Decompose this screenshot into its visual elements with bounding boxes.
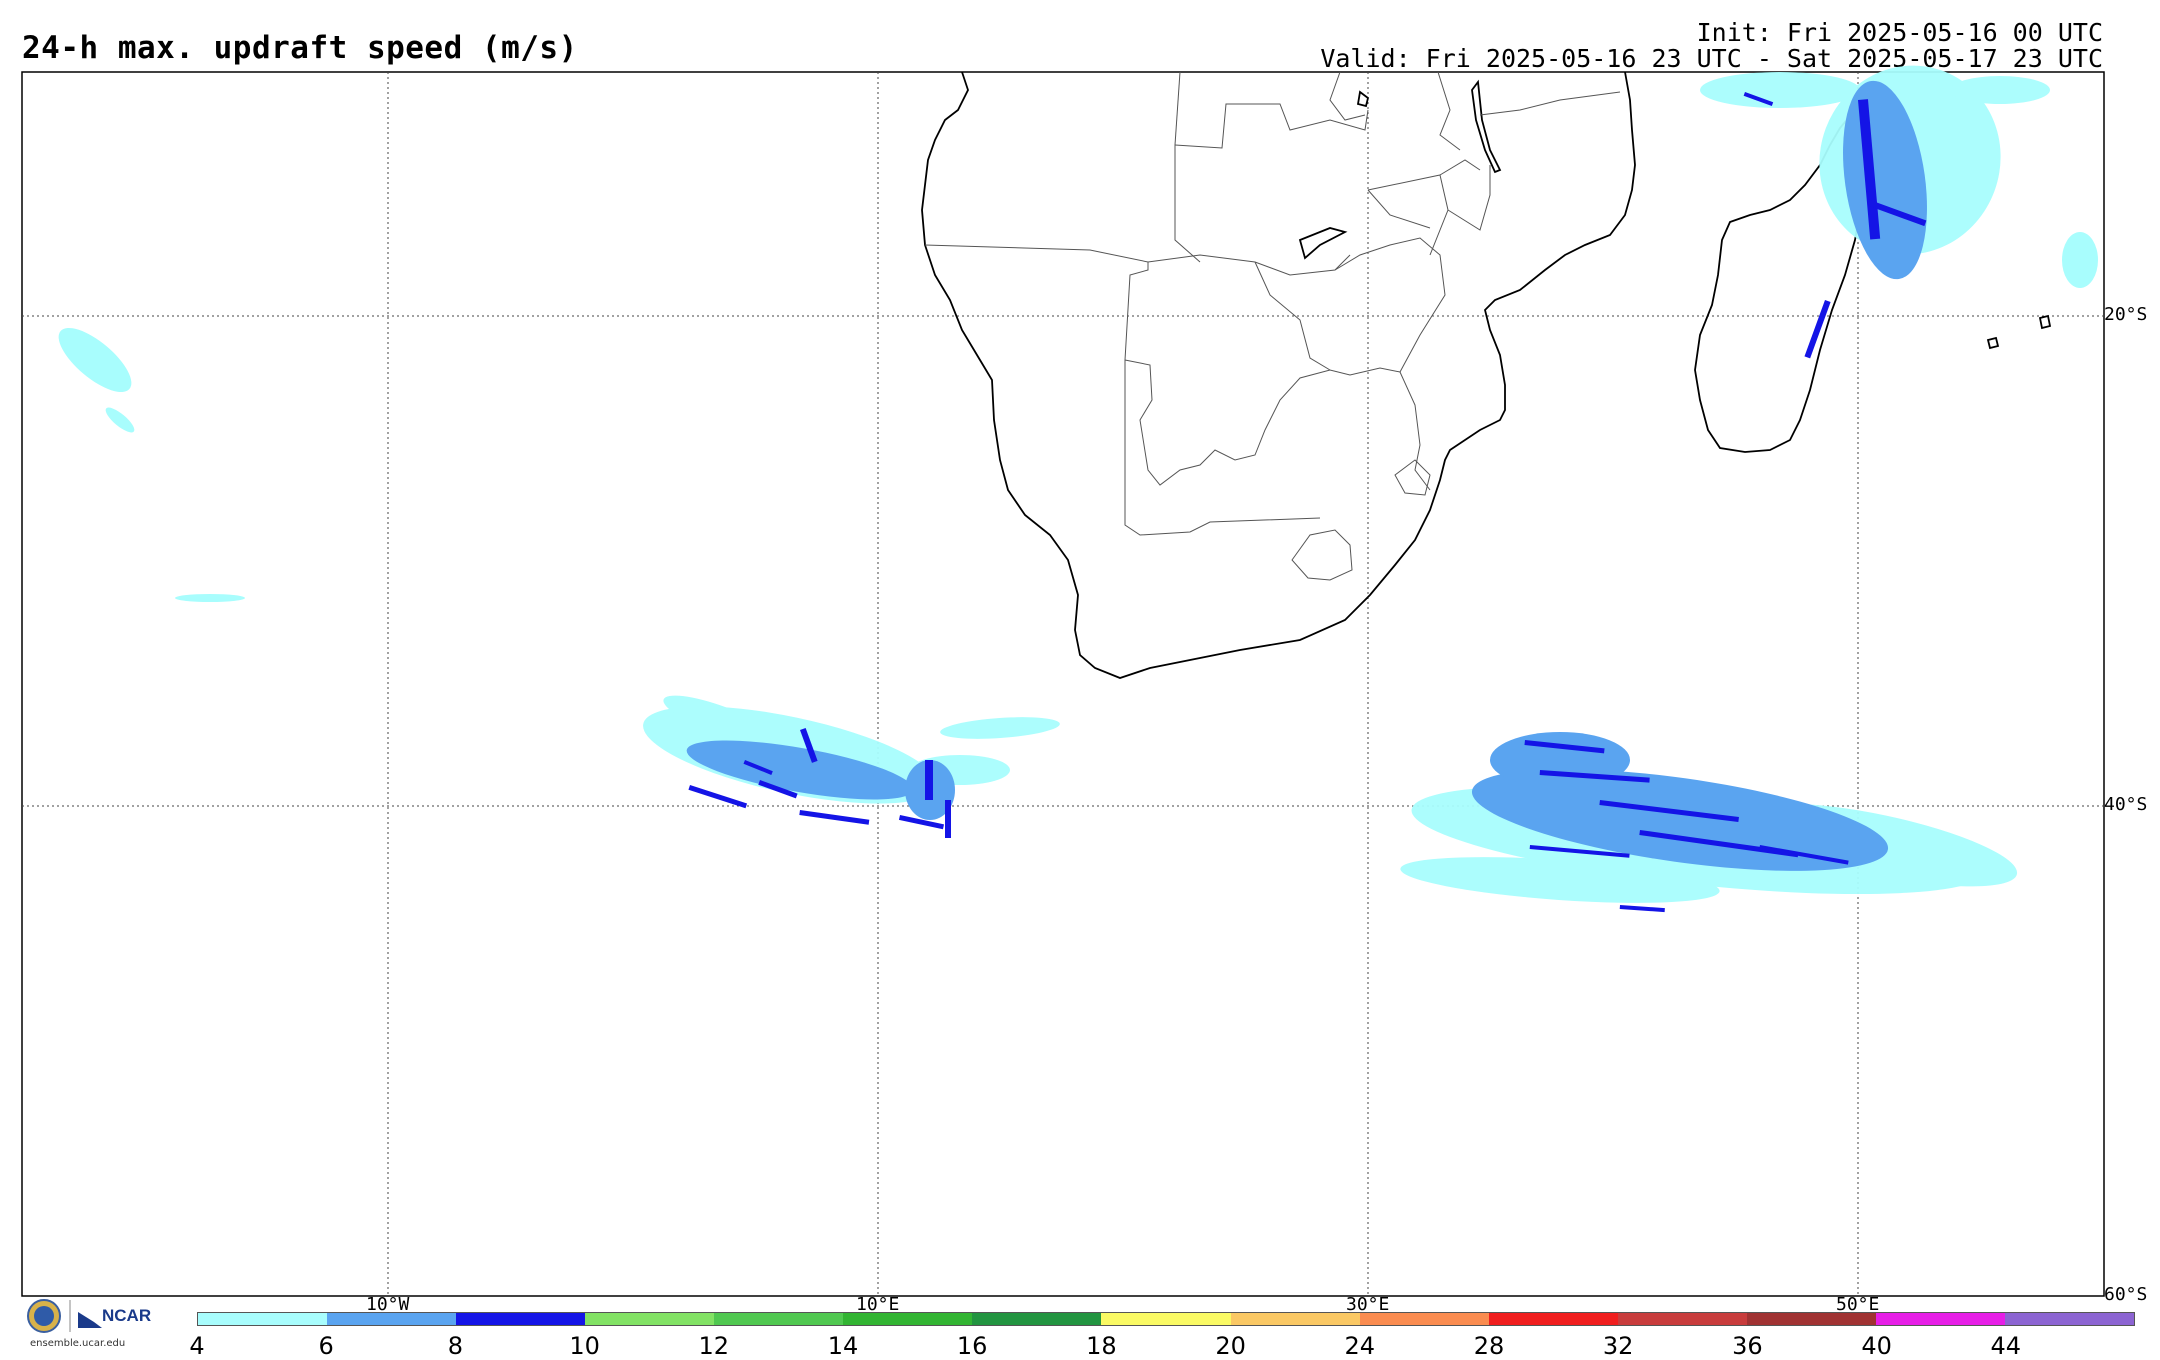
colorbar-segment (1617, 1313, 1747, 1325)
colorbar-tick-label: 8 (447, 1332, 464, 1360)
updraft-speckles-west (58, 232, 2098, 602)
coastlines (921, 71, 2052, 679)
colorbar-tick-label: 28 (1473, 1332, 1505, 1360)
colorbar-segment (327, 1313, 457, 1325)
colorbar-segment (2004, 1313, 2134, 1325)
footer-url: ensemble.ucar.edu (30, 1338, 126, 1349)
madagascar-coastline (1694, 120, 1863, 453)
updraft-field-south-atlantic (643, 695, 1060, 838)
colorbar-segment (1230, 1313, 1360, 1325)
colorbar-tick-label: 10 (569, 1332, 600, 1360)
map-title: 24-h max. updraft speed (m/s) (22, 30, 578, 66)
nsf-ncar-logo (27, 1299, 102, 1333)
ncar-mountain-icon (78, 1312, 102, 1328)
lon-label-10w: 10°W (366, 1294, 410, 1315)
colorbar-tick-label: 44 (1990, 1332, 2022, 1360)
colorbar-segment (1875, 1313, 2005, 1325)
colorbar-tick-label: 20 (1215, 1332, 1246, 1360)
colorbar-segment (585, 1313, 715, 1325)
country-borders (924, 71, 1621, 581)
ncar-brand: NCAR (102, 1306, 152, 1325)
updraft-field-indian-ocean (1400, 732, 2018, 913)
colorbar-tick-label: 40 (1861, 1332, 1892, 1360)
colorbar-segment (198, 1313, 328, 1325)
island-reunion (2038, 314, 2052, 330)
lon-label-30e: 30°E (1346, 1294, 1390, 1315)
colorbar-segment (456, 1313, 586, 1325)
lat-label-60s: 60°S (2104, 1284, 2148, 1305)
colorbar-segment (1359, 1313, 1489, 1325)
updraft-field-madagascar (1700, 65, 2050, 359)
lake-kariba (1298, 227, 1348, 260)
valid-time: Valid: Fri 2025-05-16 23 UTC - Sat 2025-… (1320, 44, 2103, 73)
lat-label-20s: 20°S (2104, 304, 2148, 325)
colorbar-tick-label: 18 (1086, 1332, 1117, 1360)
lon-label-50e: 50°E (1836, 1294, 1880, 1315)
colorbar-tick-label: 12 (698, 1332, 730, 1360)
init-time: Init: Fri 2025-05-16 00 UTC (1696, 18, 2103, 47)
colorbar-segment (1488, 1313, 1618, 1325)
colorbar-segment (972, 1313, 1102, 1325)
colorbar-tick-label: 6 (318, 1332, 334, 1360)
colorbar-segment (1746, 1313, 1876, 1325)
colorbar-segment (843, 1313, 973, 1325)
colorbar-segment (714, 1313, 844, 1325)
colorbar-tick-label: 14 (827, 1332, 859, 1360)
island-mauritius (1986, 336, 2000, 350)
colorbar-tick-label: 24 (1344, 1332, 1376, 1360)
lon-label-10e: 10°E (856, 1294, 900, 1315)
lake-malawi (1471, 79, 1502, 174)
run-info: Init: Fri 2025-05-16 00 UTC Valid: Fri 2… (1320, 20, 2103, 72)
lat-label-40s: 40°S (2104, 794, 2148, 815)
colorbar (197, 1312, 2135, 1326)
colorbar-tick-label: 36 (1732, 1332, 1763, 1360)
map-frame (21, 71, 2105, 1297)
colorbar-tick-label: 4 (189, 1332, 205, 1360)
colorbar-tick-label: 32 (1602, 1332, 1634, 1360)
colorbar-segment (1101, 1313, 1231, 1325)
colorbar-tick-label: 16 (956, 1332, 988, 1360)
lake-victoria-area (1356, 90, 1370, 108)
africa-coastline (921, 71, 1636, 679)
